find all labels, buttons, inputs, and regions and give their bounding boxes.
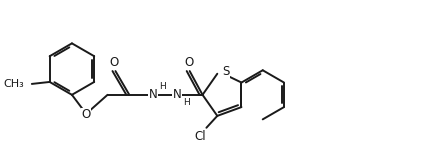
Text: O: O — [110, 56, 119, 69]
Text: N: N — [172, 88, 181, 101]
Text: H: H — [183, 98, 190, 107]
Text: CH₃: CH₃ — [3, 79, 24, 89]
Text: H: H — [159, 82, 166, 91]
Text: S: S — [223, 65, 230, 78]
Text: O: O — [81, 108, 90, 121]
Text: O: O — [184, 56, 193, 69]
Text: Cl: Cl — [194, 130, 206, 143]
Text: N: N — [149, 88, 157, 101]
